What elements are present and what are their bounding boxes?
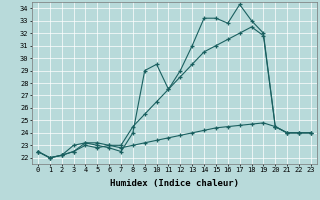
X-axis label: Humidex (Indice chaleur): Humidex (Indice chaleur) <box>110 179 239 188</box>
